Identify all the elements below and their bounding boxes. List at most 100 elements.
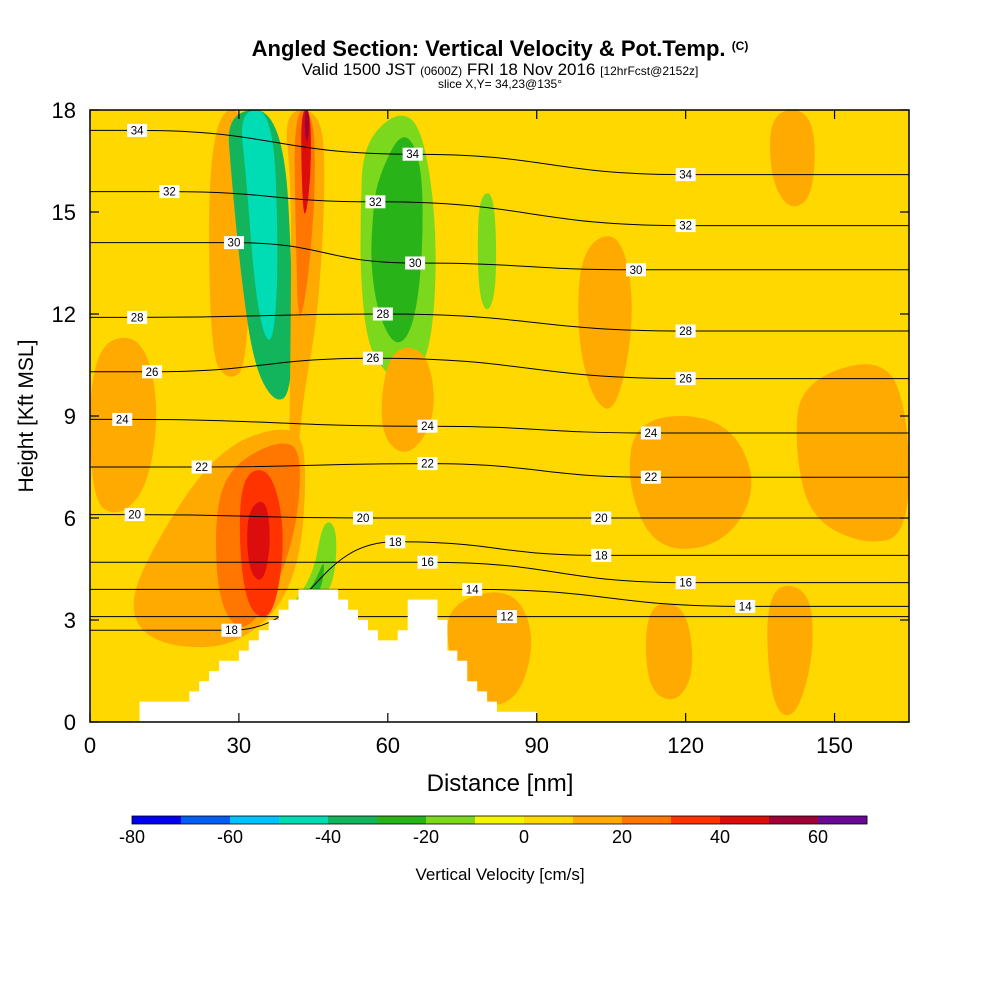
theta-label-text: 22	[195, 462, 208, 474]
theta-label-34: 34	[127, 123, 148, 137]
colorbar: -80 -60 -40 -20 0 20 40 60	[119, 815, 868, 847]
theta-label-text: 20	[128, 510, 141, 522]
theta-label-18: 18	[385, 535, 406, 549]
theta-label-bg	[159, 185, 180, 199]
theta-label-bg	[417, 457, 438, 471]
theta-label-bg	[112, 412, 133, 426]
colorbar-swatch	[230, 816, 280, 824]
velocity-region-25	[767, 586, 813, 716]
theta-label-text: 18	[595, 550, 608, 562]
velocity-region-24	[645, 603, 693, 700]
colorbar-tick-label: -60	[217, 827, 243, 847]
colorbar-swatch	[132, 816, 182, 824]
theta-label-text: 34	[406, 149, 419, 161]
colorbar-swatch	[671, 816, 721, 824]
theta-label-30: 30	[223, 236, 244, 250]
theta-label-14: 14	[735, 599, 756, 613]
theta-contour-18	[90, 541, 909, 631]
valid-zulu: (0600Z)	[420, 64, 463, 78]
theta-label-text: 26	[146, 367, 159, 379]
x-tick-label: 0	[84, 733, 96, 758]
theta-label-text: 34	[131, 125, 144, 137]
theta-label-bg	[675, 168, 696, 182]
theta-label-22: 22	[417, 457, 438, 471]
axes-layer: 0 30 60 90 120 150 0 3 6 9 12 15 18	[52, 98, 909, 758]
theta-label-text: 16	[421, 557, 434, 569]
theta-label-bg	[127, 310, 148, 324]
colorbar-swatch	[622, 816, 672, 824]
theta-label-18: 18	[591, 548, 612, 562]
theta-label-24: 24	[640, 426, 661, 440]
colorbar-tick-label: 20	[612, 827, 632, 847]
theta-label-text: 32	[369, 197, 382, 209]
theta-label-28: 28	[127, 310, 148, 324]
colorbar-swatch	[573, 816, 623, 824]
x-axis-label: Distance [nm]	[427, 770, 574, 797]
colorbar-tick-label: -20	[413, 827, 439, 847]
chart-title: Angled Section: Vertical Velocity & Pot.…	[0, 36, 1000, 62]
theta-label-20: 20	[591, 511, 612, 525]
theta-label-bg	[675, 219, 696, 233]
theta-label-26: 26	[675, 372, 696, 386]
velocity-region-5	[301, 110, 311, 214]
colorbar-swatch	[181, 816, 231, 824]
terrain-layer	[90, 589, 537, 722]
velocity-region-20	[292, 522, 337, 609]
theta-label-text: 24	[421, 421, 434, 433]
terrain-mask	[90, 589, 537, 722]
colorbar-frame	[131, 815, 868, 825]
theta-label-bg	[675, 576, 696, 590]
theta-label-text: 34	[679, 170, 692, 182]
theta-label-34: 34	[402, 147, 423, 161]
theta-label-16: 16	[675, 576, 696, 590]
theta-label-text: 28	[376, 309, 389, 321]
colorbar-swatch	[475, 816, 525, 824]
theta-label-24: 24	[417, 419, 438, 433]
colorbar-label: Vertical Velocity [cm/s]	[415, 865, 584, 884]
valid-time: Valid 1500 JST	[301, 60, 416, 79]
theta-label-bg	[496, 610, 517, 624]
theta-label-text: 32	[163, 187, 176, 199]
theta-label-text: 30	[409, 258, 422, 270]
slice-info: slice X,Y= 34,23@135°	[437, 77, 563, 91]
colorbar-tick-label: -80	[119, 827, 145, 847]
forecast-info: [12hrFcst@2152z]	[600, 64, 699, 78]
theta-label-bg	[405, 256, 426, 270]
theta-label-text: 18	[225, 625, 238, 637]
velocity-region-14	[629, 416, 752, 549]
theta-label-34: 34	[675, 168, 696, 182]
theta-label-text: 28	[131, 312, 144, 324]
theta-label-text: 20	[357, 513, 370, 525]
velocity-region-19	[247, 501, 270, 580]
colorbar-tick-label: 0	[519, 827, 529, 847]
theta-label-24: 24	[112, 412, 133, 426]
theta-label-26: 26	[142, 365, 163, 379]
theta-label-bg	[675, 372, 696, 386]
theta-label-28: 28	[675, 324, 696, 338]
x-tick-label: 150	[816, 733, 853, 758]
theta-label-text: 30	[630, 265, 643, 277]
colorbar-swatch	[720, 816, 770, 824]
theta-label-text: 20	[595, 513, 608, 525]
velocity-region-8	[371, 137, 423, 343]
theta-label-text: 28	[679, 326, 692, 338]
title-units: (C)	[731, 39, 749, 53]
theta-label-bg	[221, 623, 242, 637]
colorbar-swatch	[377, 816, 427, 824]
theta-label-layer: 34 32 30 28 26 24 22 20 18 34 32 30 28 26 24 22 20 18 16 14…	[112, 123, 756, 637]
velocity-region-12	[578, 236, 632, 409]
theta-label-bg	[640, 426, 661, 440]
x-tick-label: 60	[376, 733, 400, 758]
theta-label-bg	[626, 263, 646, 277]
theta-label-text: 30	[228, 238, 241, 250]
theta-label-bg	[591, 548, 612, 562]
y-tick-label: 15	[52, 200, 76, 225]
x-tick-label: 90	[524, 733, 548, 758]
theta-label-32: 32	[675, 219, 696, 233]
theta-label-bg	[362, 351, 383, 365]
colorbar-swatch	[328, 816, 378, 824]
theta-label-bg	[675, 324, 696, 338]
y-tick-label: 6	[64, 506, 76, 531]
theta-label-bg	[142, 365, 163, 379]
y-tick-label: 3	[64, 608, 76, 633]
